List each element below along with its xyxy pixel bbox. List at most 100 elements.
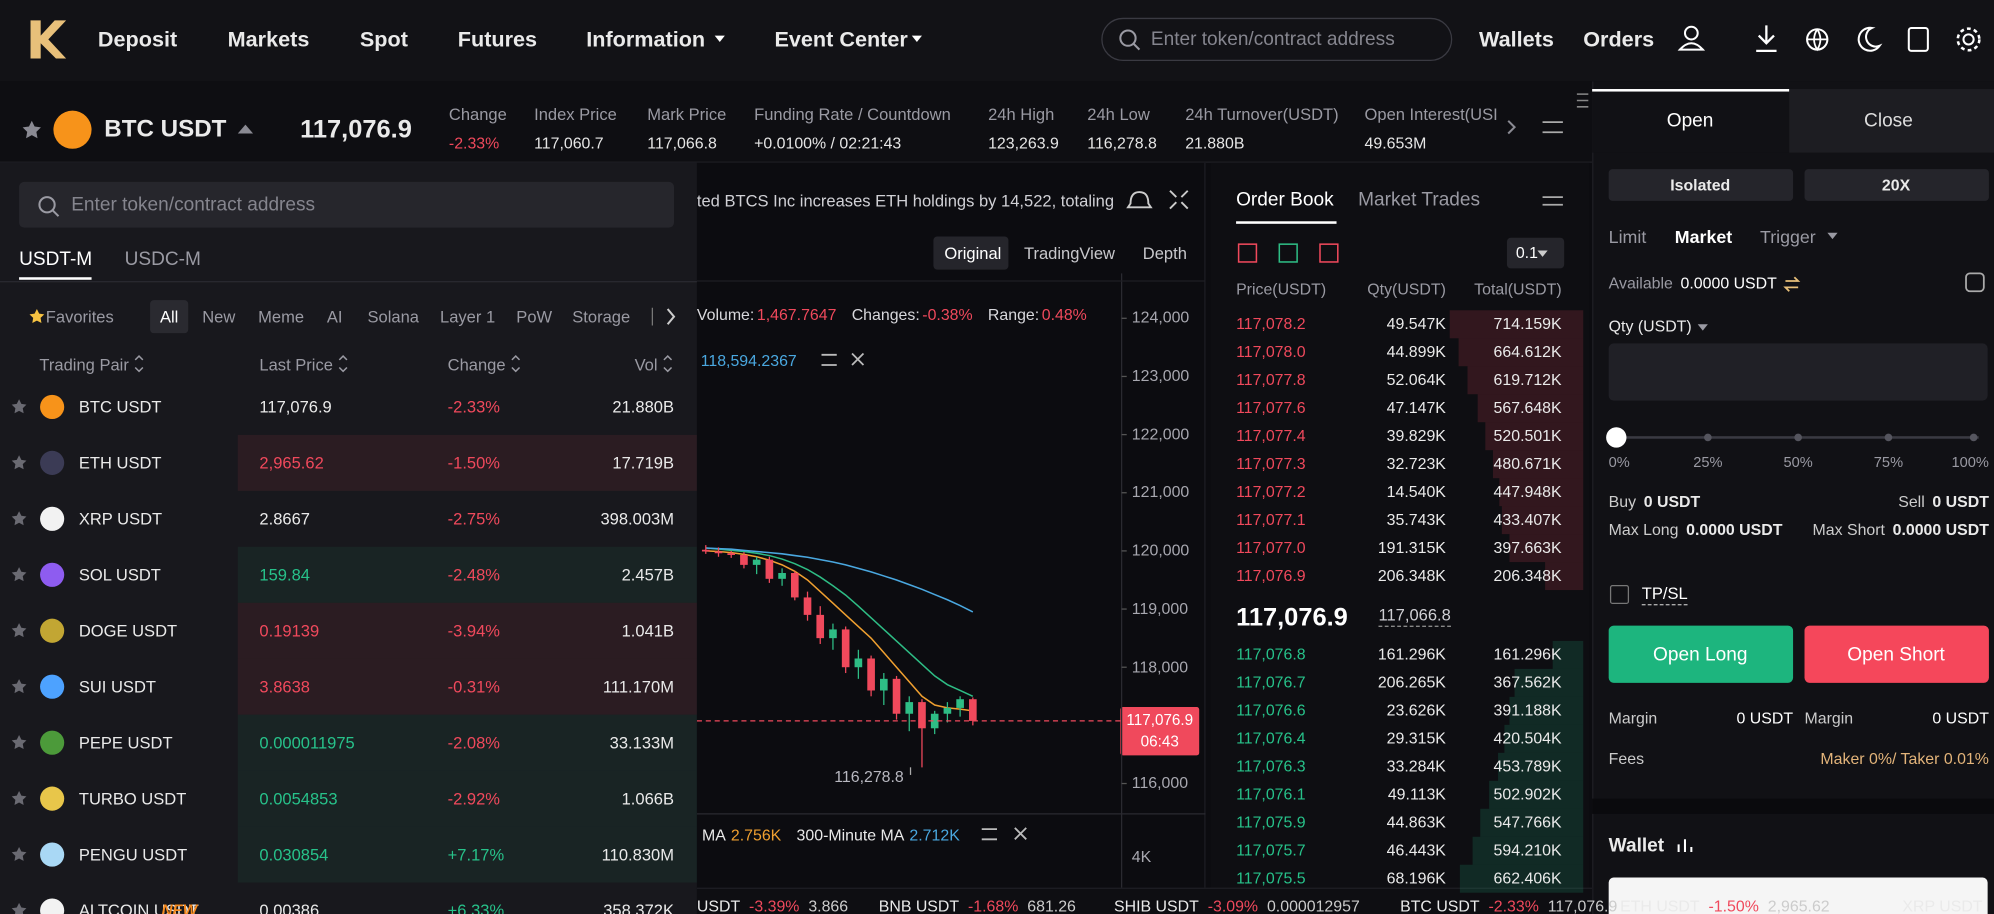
nav-item[interactable]: Deposit xyxy=(97,27,178,52)
pair-name[interactable]: BTC USDT xyxy=(104,116,227,144)
coin-icon xyxy=(40,618,65,643)
book-tab[interactable]: Market Trades xyxy=(1358,188,1481,211)
slider-dot[interactable] xyxy=(1884,433,1893,442)
order-type[interactable]: Market xyxy=(1674,226,1733,247)
leverage-button[interactable] xyxy=(1804,169,1989,201)
slider-dot[interactable] xyxy=(1704,433,1712,442)
book-price: 117,076.7 xyxy=(1236,673,1306,692)
slider-dot[interactable] xyxy=(1794,433,1802,442)
filter[interactable]: All xyxy=(159,307,179,327)
book-price: 117,076.1 xyxy=(1236,785,1306,804)
depth-bar xyxy=(1485,422,1584,451)
row-star xyxy=(11,846,27,861)
label: Sell xyxy=(1898,493,1925,511)
stat-label: Mark Price xyxy=(647,104,727,124)
row-pair[interactable]: DOGE USDT xyxy=(78,621,178,641)
filter[interactable]: Favorites xyxy=(45,307,114,327)
margin-value: 0 USDT xyxy=(1932,709,1989,728)
trade-tab[interactable]: Open xyxy=(1666,110,1714,132)
tpsl-label[interactable]: TP/SL xyxy=(1641,585,1688,606)
row-last: 159.84 xyxy=(259,565,310,585)
nav-item[interactable]: Markets xyxy=(227,27,310,52)
row-last: 3.8638 xyxy=(259,677,310,697)
nav-search[interactable] xyxy=(1101,17,1453,62)
book-tab[interactable]: Order Book xyxy=(1236,188,1334,211)
row-last: 0.00386 xyxy=(259,900,320,914)
column-header[interactable]: Trading Pair xyxy=(39,355,129,375)
leverage: 20X xyxy=(1881,176,1911,195)
nav-item[interactable]: Orders xyxy=(1583,27,1655,52)
nav-item[interactable]: Wallets xyxy=(1478,27,1554,52)
label: 1,467.7647 xyxy=(756,306,837,324)
market-search[interactable] xyxy=(19,181,674,228)
filter-arrow[interactable] xyxy=(666,308,676,325)
row-pair[interactable]: ALTCOIN USDT xyxy=(78,900,199,914)
y-tick-label: 118,000 xyxy=(1131,657,1189,676)
nav-item[interactable]: Futures xyxy=(457,27,538,52)
row-star xyxy=(11,790,27,805)
qty-input[interactable] xyxy=(1608,343,1988,401)
book-total: 502.902K xyxy=(1493,785,1562,804)
trade-tab-open[interactable] xyxy=(1592,89,1790,153)
view-tab[interactable]: TradingView xyxy=(1023,243,1115,263)
row-pair[interactable]: PEPE USDT xyxy=(78,733,173,753)
market-tab[interactable]: USDC-M xyxy=(124,248,201,271)
trade-tab-close[interactable] xyxy=(1789,89,1994,153)
bottom-ticker-item: SHIB USDT -3.09% 0.000012957 xyxy=(1114,899,1360,914)
book-price: 117,075.9 xyxy=(1236,813,1306,832)
filter[interactable]: New xyxy=(202,307,236,327)
row-pair[interactable]: ETH USDT xyxy=(78,453,162,473)
order-type[interactable]: Trigger xyxy=(1760,226,1816,247)
trade-tab[interactable]: Close xyxy=(1864,110,1913,132)
filter[interactable]: Solana xyxy=(367,307,419,327)
row-pair[interactable]: BTC USDT xyxy=(78,397,162,417)
book-total: 547.766K xyxy=(1493,813,1562,832)
max-short: Max Short 0.0000 USDT xyxy=(1813,522,1989,538)
slider-dot[interactable] xyxy=(1969,433,1978,442)
book-price: 117,077.0 xyxy=(1236,538,1306,557)
row-pair[interactable]: SOL USDT xyxy=(78,565,161,585)
column-header[interactable]: Last Price xyxy=(259,355,333,375)
nav-item[interactable]: Event Center xyxy=(774,27,908,52)
filter[interactable]: Meme xyxy=(258,307,305,327)
open-short-button[interactable] xyxy=(1804,625,1989,683)
row-pair[interactable]: XRP USDT xyxy=(78,509,163,529)
book-qty: 23.626K xyxy=(1386,701,1446,720)
precision-select[interactable] xyxy=(1506,237,1565,269)
row-pair[interactable]: TURBO USDT xyxy=(78,789,187,809)
label: Changes: xyxy=(851,306,920,324)
coin-icon xyxy=(40,786,65,811)
open-long-button[interactable] xyxy=(1608,625,1794,683)
divider xyxy=(1592,798,1994,814)
filter-all-box[interactable] xyxy=(150,300,189,334)
slider-label: 25% xyxy=(1693,455,1723,471)
filter[interactable]: PoW xyxy=(516,307,553,327)
nav-item[interactable]: Information xyxy=(586,27,706,52)
y-tick-label: 116,000 xyxy=(1131,774,1189,793)
market-tab[interactable]: USDT-M xyxy=(19,248,93,271)
max-long: Max Long 0.0000 USDT xyxy=(1609,522,1783,538)
slider-knob[interactable] xyxy=(1606,427,1627,448)
filter[interactable]: AI xyxy=(326,307,343,327)
column-header[interactable]: Change xyxy=(447,355,506,375)
column-header[interactable]: Vol xyxy=(634,355,658,375)
row-pair[interactable]: PENGU USDT xyxy=(78,845,188,865)
order-type[interactable]: Limit xyxy=(1608,226,1647,247)
market-panel: Enter token/contract address USDT-M USDC-M… xyxy=(0,162,697,914)
filter[interactable]: Layer 1 xyxy=(440,307,496,327)
row-pair[interactable]: SUI USDT xyxy=(78,677,156,697)
nav-item[interactable]: Spot xyxy=(359,27,408,52)
sort-icon xyxy=(663,354,673,373)
filter[interactable]: Storage xyxy=(572,307,631,327)
isolated-button[interactable] xyxy=(1608,169,1794,201)
book-qty: 44.863K xyxy=(1386,813,1446,832)
view-tab[interactable]: Original xyxy=(944,243,1002,263)
view-tab[interactable]: Depth xyxy=(1142,243,1187,263)
open-long[interactable]: Open Long xyxy=(1653,644,1748,666)
book-total: 453.789K xyxy=(1493,757,1562,776)
label: 300-Minute MA xyxy=(796,826,905,845)
open-short[interactable]: Open Short xyxy=(1847,644,1945,666)
label: BTC USDT xyxy=(1400,897,1480,914)
view-original[interactable] xyxy=(933,236,1009,270)
tpsl-checkbox[interactable] xyxy=(1609,584,1630,605)
